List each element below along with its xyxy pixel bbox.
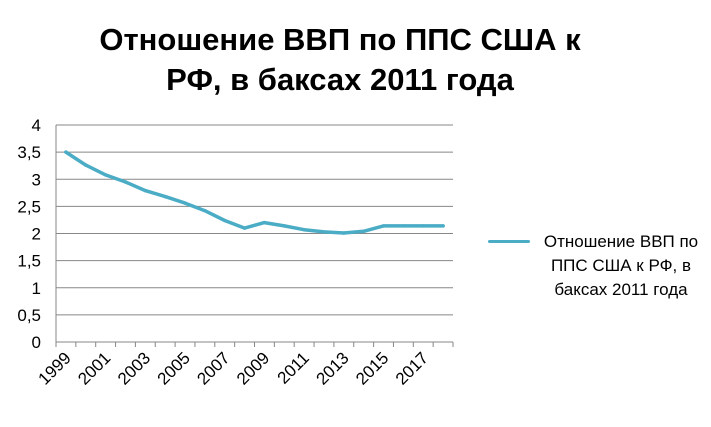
x-tick-label: 2011 — [274, 348, 313, 387]
y-tick-label: 0 — [32, 333, 41, 352]
data-point — [223, 218, 227, 223]
y-tick-label: 1 — [32, 279, 41, 298]
data-point — [322, 230, 326, 234]
data-point — [302, 228, 306, 232]
x-tick-label: 2007 — [193, 348, 233, 388]
data-point — [262, 220, 267, 225]
data-point — [282, 224, 286, 228]
data-point — [143, 188, 147, 193]
data-point — [103, 173, 108, 177]
y-tick-label: 3 — [32, 170, 41, 189]
x-tick-label: 2003 — [114, 348, 154, 388]
chart-title: Отношение ВВП по ППС США к РФ, в баксах … — [60, 20, 620, 100]
legend-series-line — [488, 240, 530, 243]
data-point — [163, 194, 167, 199]
data-point — [64, 150, 68, 154]
chart-title-line-1: Отношение ВВП по ППС США к — [99, 22, 581, 57]
x-tick-label: 2001 — [74, 348, 114, 388]
data-point — [123, 180, 128, 184]
data-point — [203, 209, 207, 213]
legend-series-label: Отношение ВВП по ППС США к РФ, в баксах … — [543, 232, 699, 299]
series-line — [64, 150, 445, 235]
x-tick-label: 2005 — [154, 348, 194, 388]
y-tick-label: 2 — [32, 225, 41, 244]
chart-title-line-2: РФ, в баксах 2011 года — [166, 62, 514, 97]
data-point — [441, 224, 445, 228]
data-point — [401, 224, 406, 228]
x-tick-label: 2015 — [352, 348, 392, 388]
data-point — [84, 163, 88, 167]
x-tick-label: 2013 — [312, 348, 352, 388]
y-tick-label: 0,5 — [17, 306, 41, 325]
x-tick-label: 2017 — [392, 348, 432, 388]
x-tick-label: 2009 — [233, 348, 273, 388]
y-tick-label: 1,5 — [17, 252, 41, 271]
data-point — [381, 224, 386, 228]
data-point — [342, 231, 346, 235]
x-tick-label: 1999 — [35, 348, 75, 388]
y-tick-label: 4 — [32, 116, 41, 135]
data-point — [421, 224, 425, 228]
data-point — [183, 201, 187, 205]
data-point — [242, 226, 247, 230]
data-point — [362, 229, 366, 233]
y-tick-label: 3,5 — [17, 143, 41, 162]
y-tick-label: 2,5 — [17, 197, 41, 216]
